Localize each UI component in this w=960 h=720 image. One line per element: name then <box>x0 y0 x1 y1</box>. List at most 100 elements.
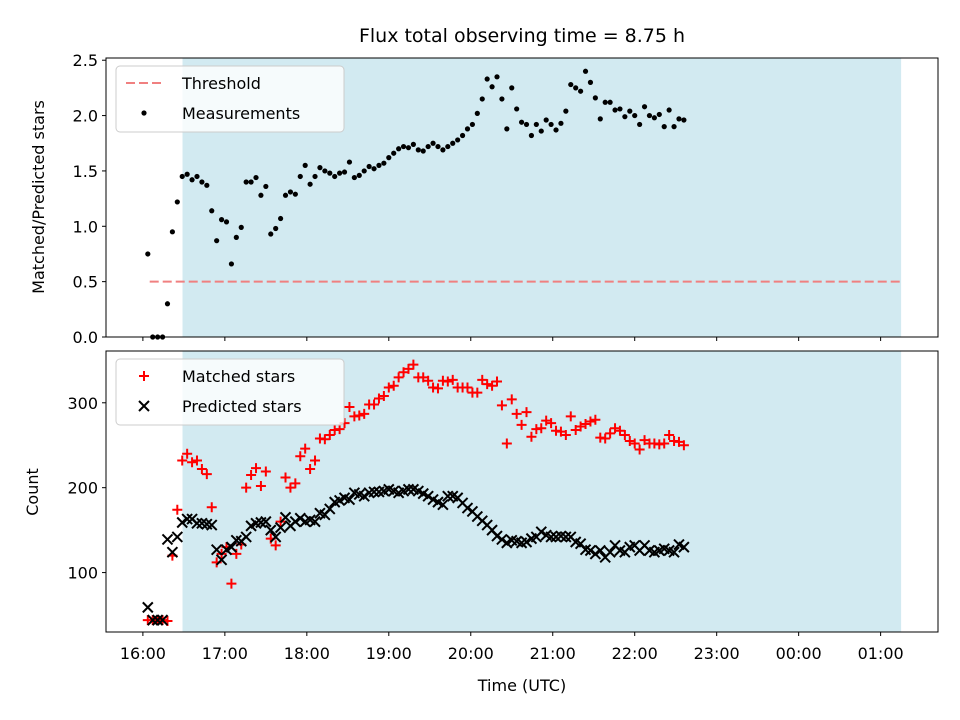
x-tick-label: 01:00 <box>858 644 904 663</box>
data-point <box>432 383 443 394</box>
series-predicted-stars <box>142 483 690 626</box>
data-point <box>582 68 589 74</box>
data-point <box>501 438 512 449</box>
data-point <box>445 143 451 150</box>
data-point <box>199 179 205 185</box>
data-point <box>356 172 362 178</box>
data-point <box>548 121 554 128</box>
data-point <box>442 376 453 387</box>
data-point <box>560 531 572 543</box>
data-point <box>332 173 338 180</box>
data-point <box>661 124 667 130</box>
data-point <box>381 160 387 166</box>
data-point <box>533 121 539 128</box>
data-point <box>191 517 203 530</box>
data-point <box>317 165 323 171</box>
data-point <box>300 443 311 454</box>
y-tick-label: 2.5 <box>73 51 98 70</box>
y-tick-label: 100 <box>67 564 98 583</box>
data-point <box>520 536 533 548</box>
data-point <box>290 478 301 489</box>
data-point <box>678 541 690 553</box>
data-point <box>634 444 645 455</box>
data-point <box>604 546 616 558</box>
data-point <box>289 515 302 528</box>
data-point <box>358 490 370 502</box>
data-point <box>391 150 397 156</box>
legend-label: Matched stars <box>182 367 295 386</box>
data-point <box>514 106 520 112</box>
bottom-y-axis-label: Count <box>23 468 42 516</box>
data-point <box>400 143 407 150</box>
data-point <box>482 379 493 390</box>
x-tick-label: 20:00 <box>448 644 494 663</box>
y-tick-label: 1.0 <box>73 217 98 236</box>
data-point <box>535 526 547 538</box>
data-point <box>369 399 380 410</box>
data-point <box>292 191 298 197</box>
data-point <box>376 162 382 168</box>
data-point <box>265 524 277 536</box>
legend-plus-marker <box>139 371 149 381</box>
data-point <box>196 464 207 475</box>
data-point <box>354 410 365 421</box>
data-point <box>164 301 171 307</box>
data-point <box>297 173 303 180</box>
data-point <box>161 533 174 546</box>
data-point <box>491 376 502 387</box>
data-point <box>184 171 190 177</box>
data-point <box>361 168 367 174</box>
data-point <box>343 493 356 506</box>
data-point <box>629 438 640 449</box>
data-point <box>489 84 495 90</box>
data-point <box>176 516 188 529</box>
data-point <box>538 128 544 134</box>
data-point <box>590 414 601 425</box>
data-point <box>251 463 262 474</box>
data-point <box>273 225 279 232</box>
x-axis-label: Time (UTC) <box>477 676 566 695</box>
data-point <box>646 112 653 119</box>
data-point <box>560 430 571 441</box>
data-point <box>430 140 436 146</box>
data-point <box>187 457 198 468</box>
data-point <box>269 531 282 543</box>
data-point <box>420 148 426 154</box>
data-point <box>263 183 269 190</box>
data-point <box>607 99 613 105</box>
x-tick-label: 17:00 <box>202 644 248 663</box>
data-point <box>585 416 596 427</box>
data-point <box>496 533 508 546</box>
data-point <box>312 173 318 180</box>
data-point <box>491 530 503 542</box>
data-point <box>305 464 316 475</box>
data-point <box>238 224 244 230</box>
data-point <box>499 96 505 102</box>
data-point <box>405 145 412 151</box>
data-point <box>386 155 392 161</box>
series-measurements <box>145 68 687 340</box>
data-point <box>287 189 294 195</box>
data-point <box>464 126 471 132</box>
data-point <box>233 234 239 240</box>
data-point <box>565 411 576 422</box>
data-point <box>543 117 549 123</box>
data-point <box>177 455 188 466</box>
legend-label: Threshold <box>181 74 261 93</box>
data-point <box>209 208 215 214</box>
data-point <box>666 107 672 113</box>
data-point <box>584 544 597 557</box>
data-point <box>366 163 372 170</box>
data-point <box>587 79 594 85</box>
data-point <box>641 104 648 110</box>
data-point <box>494 74 500 80</box>
data-point <box>151 614 164 626</box>
data-point <box>656 111 662 118</box>
y-tick-label: 0.0 <box>73 328 98 347</box>
data-point <box>664 430 675 441</box>
data-point <box>518 119 525 125</box>
data-point <box>637 121 643 128</box>
data-point <box>368 486 380 498</box>
data-point <box>270 540 281 551</box>
data-point <box>204 182 210 188</box>
